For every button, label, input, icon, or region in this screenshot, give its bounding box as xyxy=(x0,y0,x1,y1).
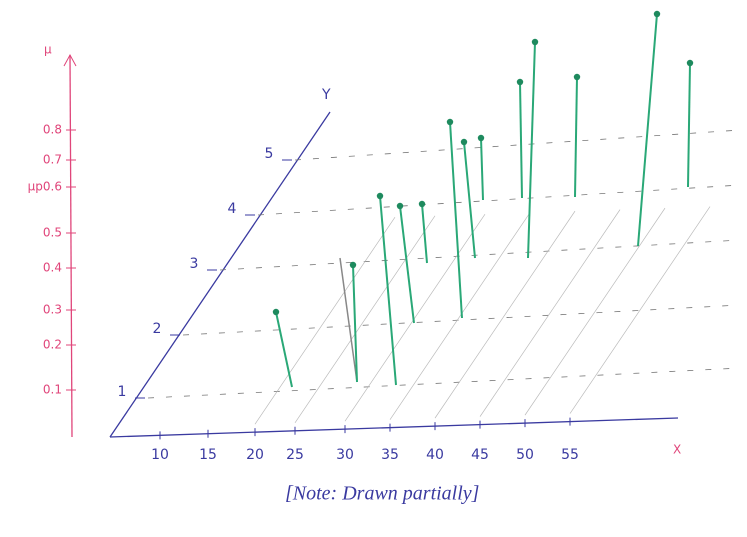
dashed-guide xyxy=(258,185,740,215)
stem xyxy=(528,42,535,258)
diagonal-guide xyxy=(390,213,530,420)
x-tick-label: 20 xyxy=(246,447,264,463)
stem-head xyxy=(419,201,425,207)
stem xyxy=(688,63,690,187)
x-tick-label: 50 xyxy=(516,447,534,463)
stem-head xyxy=(397,203,403,209)
stem xyxy=(481,138,483,200)
x-tick-label: 35 xyxy=(381,447,399,463)
x-tick-label: 30 xyxy=(336,447,354,463)
y-tick-label: 2 xyxy=(153,321,162,337)
stem-head xyxy=(574,74,580,80)
mu-tick-label: μp0.6 xyxy=(28,180,62,194)
stem-head xyxy=(377,193,383,199)
mu-tick-label: 0.2 xyxy=(43,338,62,352)
y-axis-label: Y xyxy=(321,87,331,103)
x-tick-label: 25 xyxy=(286,447,304,463)
note: [Note: Drawn partially] xyxy=(285,483,479,505)
stem-head xyxy=(447,119,453,125)
mu-tick-label: 0.5 xyxy=(43,226,62,240)
stem-head xyxy=(654,11,660,17)
y-tick-label: 3 xyxy=(190,256,199,272)
axes xyxy=(64,55,678,437)
stem-head xyxy=(350,262,356,268)
stem-head xyxy=(461,139,467,145)
x-tick-label: 55 xyxy=(561,447,579,463)
stem-head xyxy=(532,39,538,45)
stem xyxy=(638,14,657,246)
stem-head xyxy=(687,60,693,66)
sketch: μ Y X [Note: Drawn partially] 0.1 0.2 0.3 0… xyxy=(0,0,747,537)
x-tick-label: 45 xyxy=(471,447,489,463)
stem-head xyxy=(478,135,484,141)
stem-head xyxy=(273,309,279,315)
mu-axis-label: μ xyxy=(44,43,52,57)
y-axis xyxy=(110,112,330,437)
x-tick-label: 10 xyxy=(151,447,169,463)
stem xyxy=(520,82,522,198)
stem xyxy=(276,312,292,387)
y-tick-label: 1 xyxy=(118,384,127,400)
dashed-guide xyxy=(220,240,740,270)
stem xyxy=(380,196,396,385)
x-tick-label: 15 xyxy=(199,447,217,463)
x-axis xyxy=(110,418,678,437)
stem xyxy=(575,77,577,197)
y-tick-label: 5 xyxy=(265,146,274,162)
x-axis-label: X xyxy=(673,443,681,457)
mu-tick-label: 0.3 xyxy=(43,303,62,317)
stem xyxy=(464,142,475,258)
dashed-guide xyxy=(148,368,740,398)
stem-head xyxy=(517,79,523,85)
diagonal-guide xyxy=(525,208,665,415)
diagonal-guide xyxy=(480,210,620,417)
diagonal-guide xyxy=(570,207,710,414)
mu-tick-label: 0.8 xyxy=(43,123,62,137)
x-tick-label: 40 xyxy=(426,447,444,463)
stem xyxy=(450,122,462,318)
diagonal-guide xyxy=(435,211,575,418)
mu-axis xyxy=(70,55,72,437)
mu-tick-label: 0.1 xyxy=(43,383,62,397)
dashed-guide xyxy=(295,130,740,160)
mu-tick-label: 0.4 xyxy=(43,261,62,275)
mu-tick-label: 0.7 xyxy=(43,153,62,167)
diagonal-guide xyxy=(255,217,395,424)
y-tick-label: 4 xyxy=(228,201,237,217)
